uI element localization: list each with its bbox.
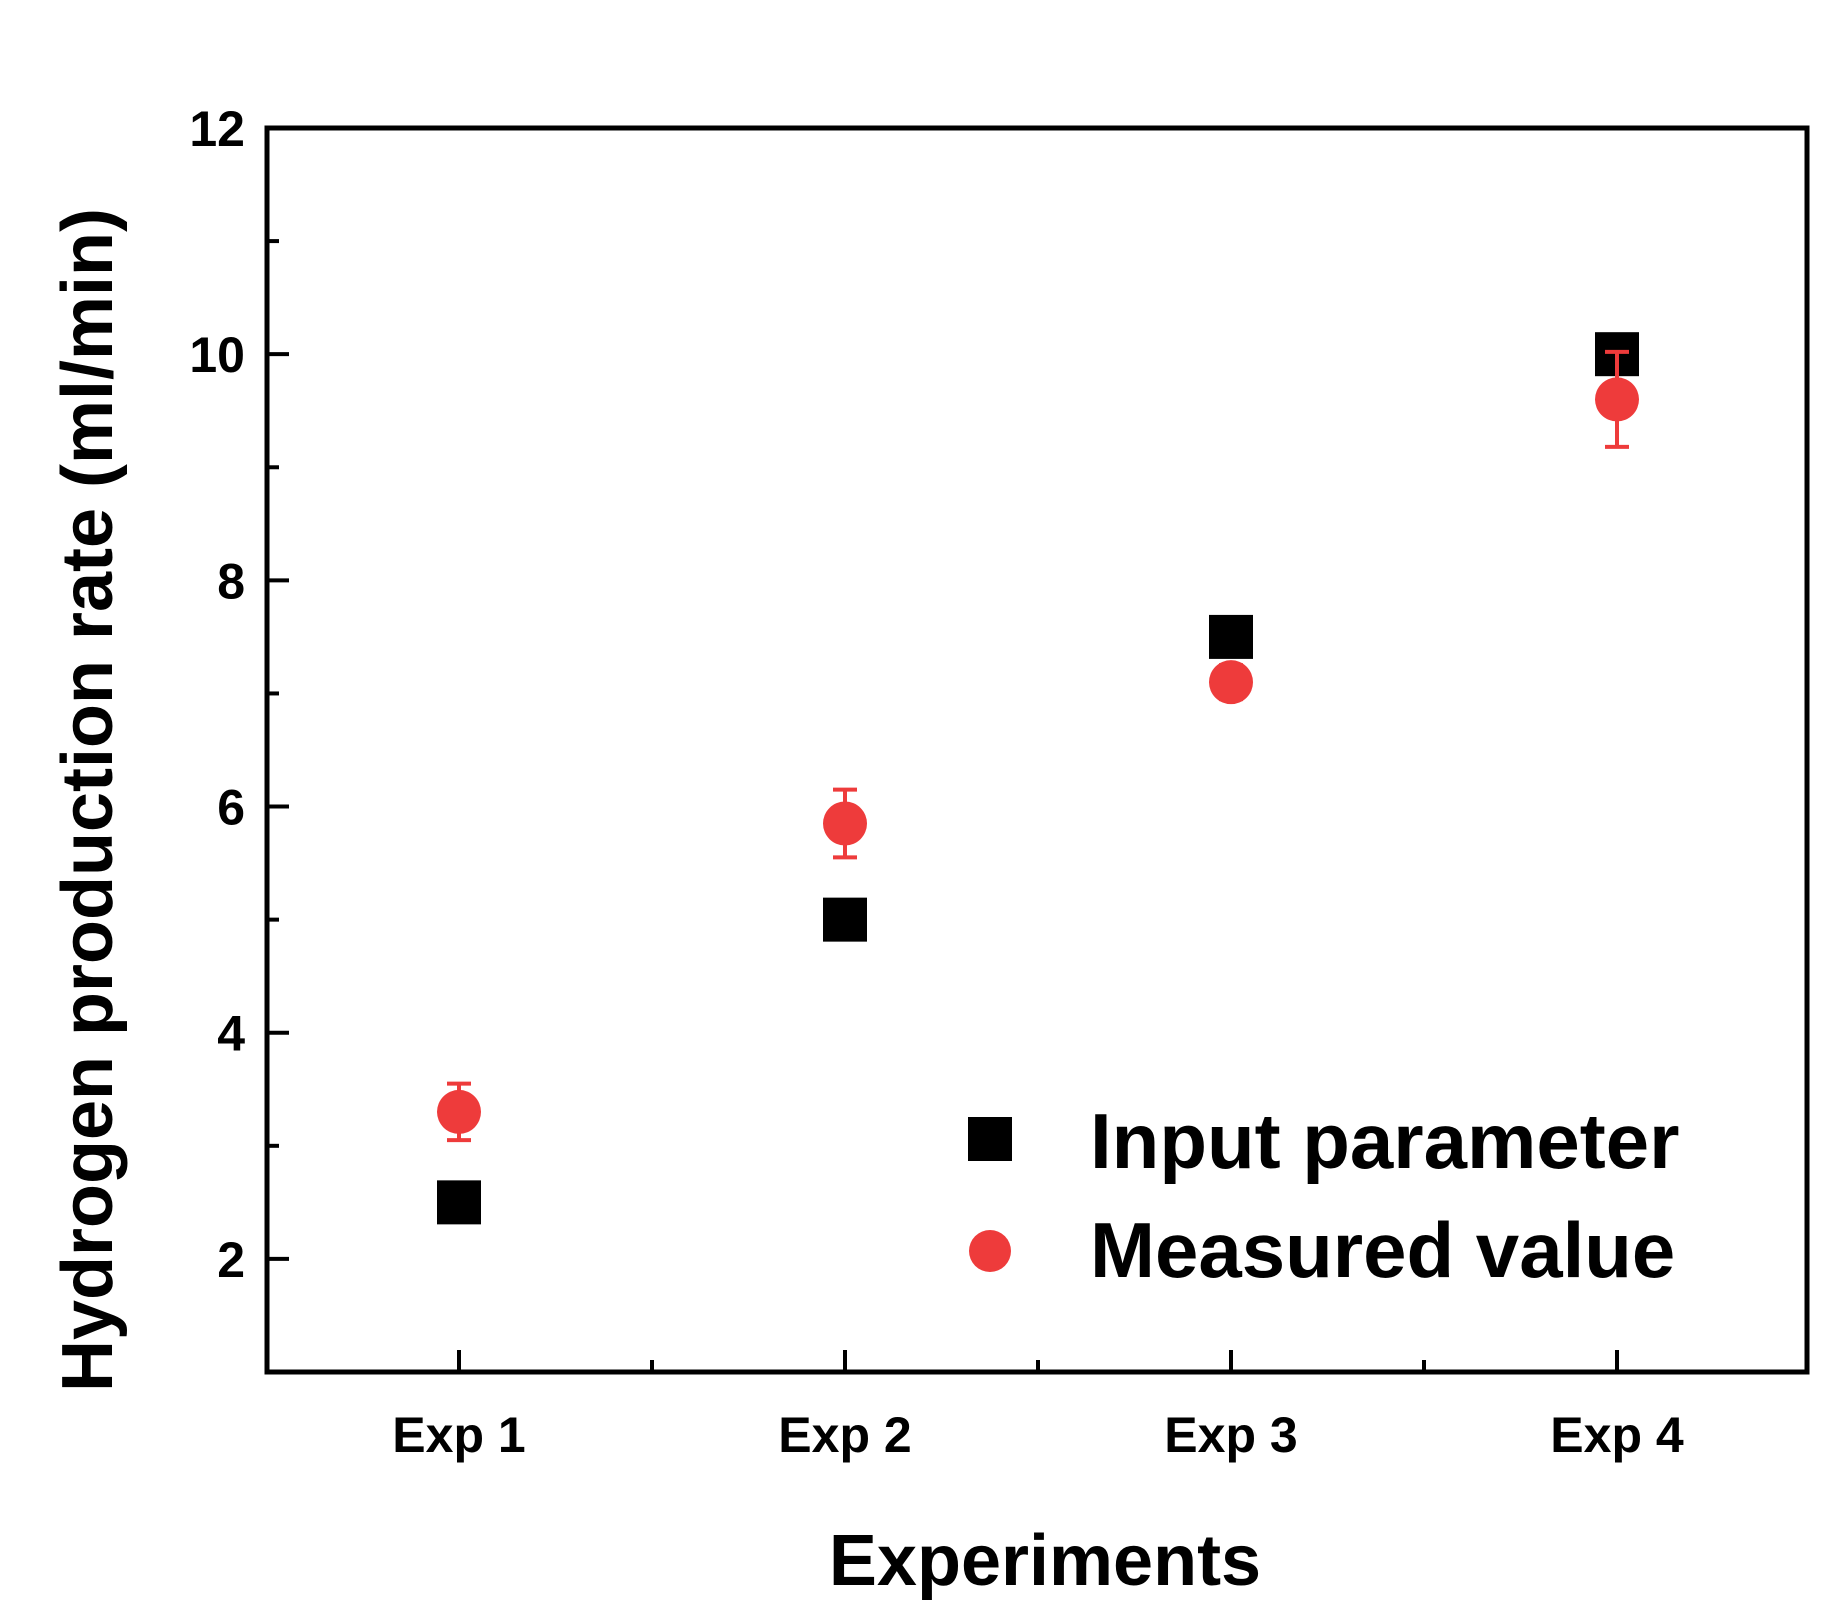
x-tick-label: Exp 1 xyxy=(392,1407,525,1463)
measured-value-point xyxy=(437,1089,481,1134)
x-tick-label: Exp 2 xyxy=(778,1407,911,1463)
plot-frame xyxy=(264,125,1810,1375)
y-tick-label: 4 xyxy=(217,1006,245,1062)
y-tick-label: 6 xyxy=(217,780,245,836)
measured-value-point xyxy=(1209,660,1253,705)
legend-marker-input-parameter xyxy=(968,1117,1012,1161)
input-parameter-point xyxy=(1209,614,1253,659)
measured-value-point xyxy=(823,801,867,846)
legend-marker-measured-value xyxy=(969,1230,1011,1272)
legend: Input parameter Measured value xyxy=(968,1097,1679,1294)
y-tick-label: 2 xyxy=(217,1232,245,1288)
y-axis-title: Hydrogen production rate (ml/min) xyxy=(48,208,128,1392)
x-axis-title: Experiments xyxy=(829,1521,1261,1601)
x-tick-label: Exp 3 xyxy=(1164,1407,1297,1463)
input-parameter-point xyxy=(437,1180,481,1225)
y-tick-label: 10 xyxy=(189,327,245,383)
x-tick-label: Exp 4 xyxy=(1550,1407,1684,1463)
legend-label-input-parameter: Input parameter xyxy=(1090,1097,1679,1185)
measured-value-point xyxy=(1595,377,1639,422)
plot-layer: 2 4 6 8 10 12 Exp 1 Exp 2 Exp 3 Exp 4 xyxy=(189,101,1810,1463)
y-tick-label: 12 xyxy=(189,101,245,157)
input-parameter-point xyxy=(823,897,867,942)
y-tick-label: 8 xyxy=(217,553,245,609)
legend-label-measured-value: Measured value xyxy=(1090,1206,1675,1294)
